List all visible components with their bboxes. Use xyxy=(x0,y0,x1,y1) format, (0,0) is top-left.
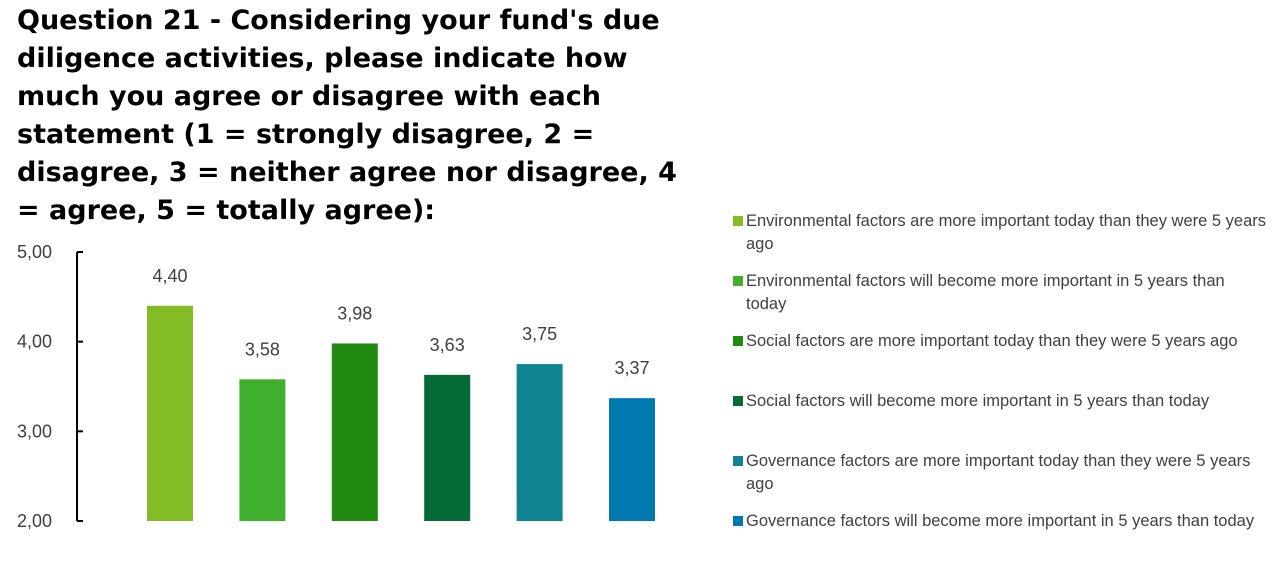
legend-label: Social factors will become more importan… xyxy=(746,392,1210,410)
legend-item: Social factors will become more importan… xyxy=(733,390,1268,413)
legend-item: Environmental factors will become more i… xyxy=(733,270,1268,316)
data-label: 3,75 xyxy=(522,324,557,344)
y-tick-label: 5,00 xyxy=(17,242,52,262)
data-label: 3,63 xyxy=(430,335,465,355)
legend-swatch xyxy=(733,396,743,406)
y-tick-label: 4,00 xyxy=(17,332,52,352)
legend-item: Governance factors will become more impo… xyxy=(733,510,1268,533)
bar xyxy=(331,343,378,521)
data-label: 3,98 xyxy=(337,303,372,323)
legend-item: Social factors are more important today … xyxy=(733,330,1268,353)
legend-item: Environmental factors are more important… xyxy=(733,210,1268,256)
chart-title: Question 21 - Considering your fund's du… xyxy=(17,5,677,226)
legend-swatch xyxy=(733,516,743,526)
bar-chart: 2,00 3,00 4,00 5,00 4,40 3,58 3,98 3,63 3,75 3,37 xyxy=(17,242,655,531)
legend-label: Environmental factors will become more i… xyxy=(746,272,1225,313)
legend-label: Governance factors are more important to… xyxy=(746,452,1251,493)
data-label: 3,58 xyxy=(245,339,280,359)
legend-label: Environmental factors are more important… xyxy=(746,212,1266,253)
y-tick-label: 3,00 xyxy=(17,421,52,441)
data-label: 4,40 xyxy=(152,266,187,286)
legend-swatch xyxy=(733,336,743,346)
bar xyxy=(424,374,471,521)
bar xyxy=(609,398,655,521)
legend-item: Governance factors are more important to… xyxy=(733,450,1268,496)
legend-swatch xyxy=(733,456,743,466)
legend-swatch xyxy=(733,216,743,226)
y-tick-label: 2,00 xyxy=(17,511,52,531)
bar xyxy=(239,379,286,521)
legend-label: Social factors are more important today … xyxy=(746,332,1238,350)
bar xyxy=(147,305,193,521)
data-label: 3,37 xyxy=(614,358,649,378)
bar xyxy=(516,364,563,521)
legend-label: Governance factors will become more impo… xyxy=(746,512,1255,530)
legend-swatch xyxy=(733,276,743,286)
